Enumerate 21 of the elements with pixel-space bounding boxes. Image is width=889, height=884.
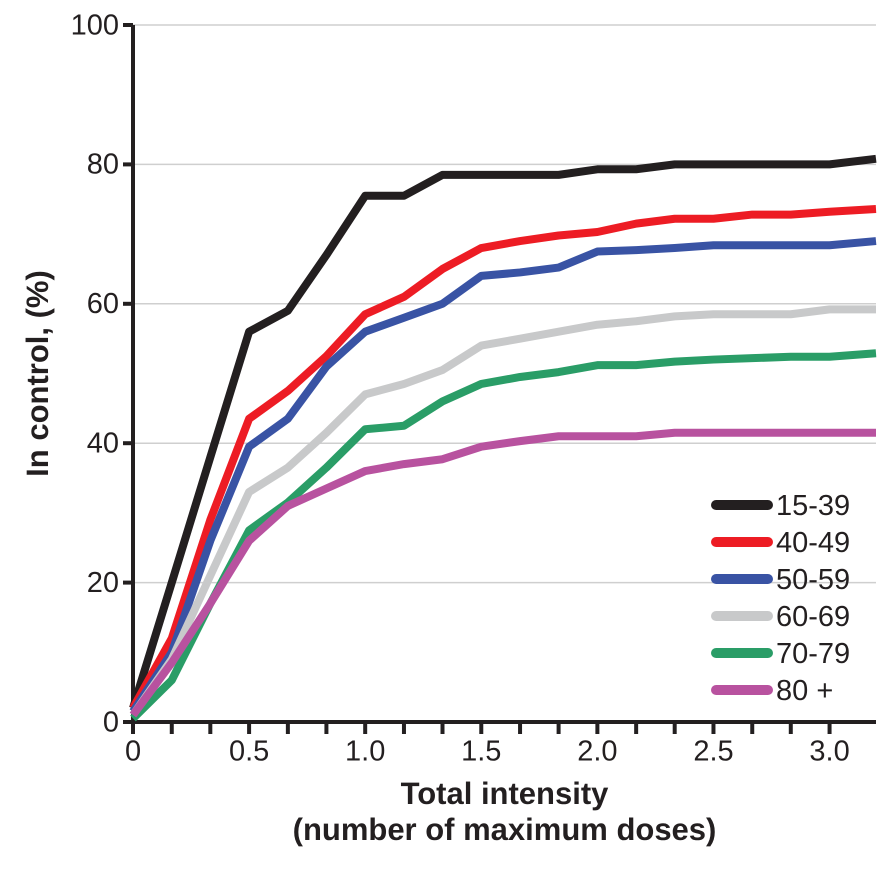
y-tick-label: 0: [102, 706, 119, 738]
x-axis-title: Total intensity (number of maximum doses): [292, 776, 716, 847]
y-tick-label: 60: [86, 288, 119, 320]
legend-label: 50-59: [776, 564, 850, 596]
x-tick-label: 0: [124, 736, 142, 768]
y-tick-label: 100: [70, 9, 119, 42]
legend-label: 60-69: [776, 601, 850, 633]
y-tick-label: 80: [86, 148, 119, 181]
legend-label: 40-49: [776, 527, 850, 559]
y-tick-label: 20: [86, 566, 119, 599]
legend-label: 15-39: [776, 490, 850, 522]
legend-label: 70-79: [776, 638, 850, 670]
x-tick-label: 2.5: [693, 736, 734, 768]
y-tick-label: 40: [86, 427, 119, 460]
y-axis-title: In control, (%): [20, 270, 55, 477]
x-tick-label: 1.5: [461, 736, 502, 768]
legend-label: 80 +: [776, 675, 834, 707]
x-tick-label: 0.5: [228, 736, 270, 768]
x-tick-label: 3.0: [809, 736, 850, 768]
x-tick-label: 1.0: [345, 736, 386, 768]
x-tick-label: 2.0: [577, 736, 618, 768]
